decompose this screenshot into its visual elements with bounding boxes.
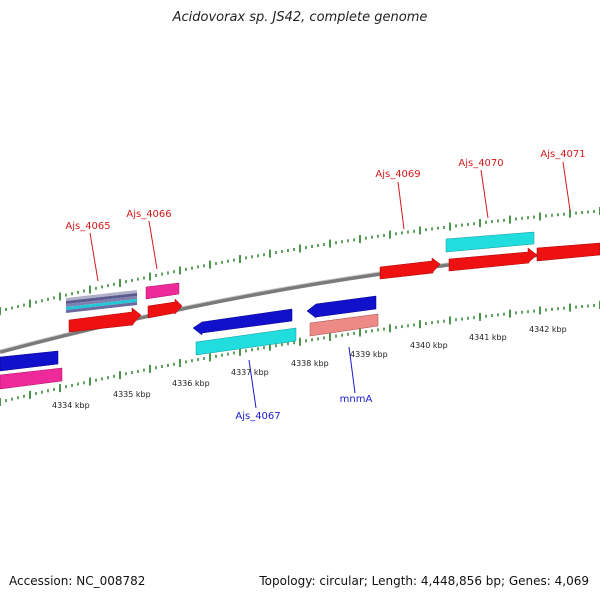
scale-label-4337: 4337 kbp bbox=[231, 368, 269, 377]
reverse-features bbox=[0, 295, 379, 390]
gene-box-ajs-4070-cyan[interactable] bbox=[445, 231, 535, 253]
gene-arrow-ajs-4066[interactable] bbox=[147, 298, 183, 319]
gene-label-ajs-4071: Ajs_4071 bbox=[540, 149, 585, 160]
scale-label-4342: 4342 kbp bbox=[529, 325, 567, 334]
scale-label-4340: 4340 kbp bbox=[410, 341, 448, 350]
genome-summary-text: Topology: circular; Length: 4,448,856 bp… bbox=[259, 574, 589, 588]
scale-labels: 4334 kbp 4335 kbp 4336 kbp 4337 kbp 4338… bbox=[52, 325, 567, 410]
gene-arrow-mnma[interactable] bbox=[306, 295, 377, 319]
gene-arrow-ajs-4067[interactable] bbox=[192, 308, 293, 336]
gene-arrow-ajs-4070[interactable] bbox=[448, 247, 538, 272]
gene-arrow-ajs-4065[interactable] bbox=[68, 307, 142, 333]
gene-label-ajs-4070: Ajs_4070 bbox=[458, 158, 503, 169]
label-leader-lines bbox=[89, 161, 571, 409]
gene-box-ajs-4067-cyan[interactable] bbox=[195, 327, 297, 356]
gene-label-ajs-4069: Ajs_4069 bbox=[375, 169, 420, 180]
scale-label-4335: 4335 kbp bbox=[113, 390, 151, 399]
gene-arrow-ajs-4069[interactable] bbox=[379, 257, 441, 280]
lower-scale-ticks bbox=[0, 301, 600, 406]
gene-label-ajs-4066: Ajs_4066 bbox=[126, 209, 171, 220]
map-title: Acidovorax sp. JS42, complete genome bbox=[172, 10, 428, 25]
scale-label-4339: 4339 kbp bbox=[350, 350, 388, 359]
scale-label-4336: 4336 kbp bbox=[172, 379, 210, 388]
scale-label-4334: 4334 kbp bbox=[52, 401, 90, 410]
feature-block-ajs-4065[interactable] bbox=[66, 290, 137, 313]
gene-box-left-blue[interactable] bbox=[0, 350, 59, 372]
scale-label-4338: 4338 kbp bbox=[291, 359, 329, 368]
accession-text: Accession: NC_008782 bbox=[9, 574, 146, 588]
gene-box-mnma-salmon[interactable] bbox=[309, 313, 379, 337]
gene-label-ajs-4067: Ajs_4067 bbox=[235, 411, 280, 422]
gene-arrow-ajs-4071[interactable] bbox=[536, 242, 600, 262]
gene-label-ajs-4065: Ajs_4065 bbox=[65, 221, 110, 232]
forward-features bbox=[66, 231, 600, 333]
scale-label-4341: 4341 kbp bbox=[469, 333, 507, 342]
gene-box-left-magenta[interactable] bbox=[0, 367, 63, 390]
gene-label-mnma: mnmA bbox=[340, 394, 373, 405]
upper-scale-ticks bbox=[0, 207, 600, 315]
gene-box-ajs-4066[interactable] bbox=[145, 282, 180, 300]
